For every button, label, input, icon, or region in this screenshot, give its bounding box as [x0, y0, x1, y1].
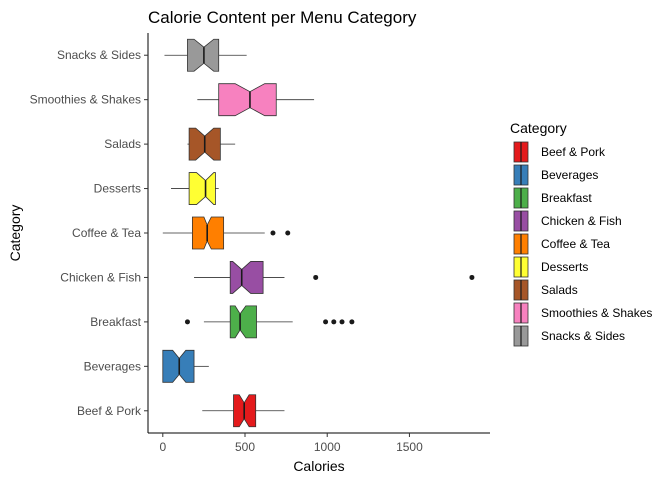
- y-tick-label: Breakfast: [90, 315, 141, 329]
- chart-title: Calorie Content per Menu Category: [148, 8, 417, 27]
- legend-title: Category: [510, 120, 567, 136]
- legend-item: Beverages: [513, 164, 598, 186]
- boxplot-snacks-sides: [164, 38, 247, 72]
- y-tick-label: Beef & Pork: [77, 404, 142, 418]
- y-tick-label: Chicken & Fish: [60, 270, 141, 284]
- y-tick-label: Smoothies & Shakes: [30, 93, 141, 107]
- legend-label: Chicken & Fish: [541, 214, 622, 228]
- x-tick-label: 1000: [314, 440, 341, 454]
- outlier-point: [323, 319, 329, 325]
- legend-label: Coffee & Tea: [541, 237, 610, 251]
- outlier-point: [285, 230, 291, 236]
- boxplot-salads: [187, 127, 236, 161]
- box: [191, 216, 225, 250]
- outlier-point: [184, 319, 190, 325]
- y-tick-label: Salads: [104, 137, 141, 151]
- legend-label: Desserts: [541, 260, 588, 274]
- legend-item: Salads: [513, 279, 578, 301]
- boxplot-beef-pork: [202, 394, 285, 428]
- box: [162, 349, 195, 383]
- outlier-point: [313, 274, 319, 280]
- legend-item: Snacks & Sides: [513, 325, 625, 347]
- legend-item: Desserts: [513, 256, 588, 278]
- y-tick-label: Coffee & Tea: [72, 226, 141, 240]
- x-tick-label: 1500: [396, 440, 423, 454]
- legend-item: Coffee & Tea: [513, 233, 610, 255]
- boxplot-chicken-fish: [194, 261, 475, 294]
- legend-label: Smoothies & Shakes: [541, 306, 652, 320]
- boxplot-coffee-tea: [162, 216, 291, 250]
- x-tick-label: 0: [159, 440, 166, 454]
- outlier-point: [331, 319, 337, 325]
- legend: Category Beef & Pork Beverages Breakfast Ch…: [510, 120, 652, 347]
- box: [187, 38, 220, 72]
- x-axis-ticks: 0 500 1000 1500: [159, 433, 423, 454]
- legend-item: Breakfast: [513, 187, 592, 209]
- y-tick-label: Snacks & Sides: [57, 48, 141, 62]
- outlier-point: [270, 230, 276, 236]
- legend-label: Breakfast: [541, 191, 592, 205]
- y-tick-label: Desserts: [94, 182, 141, 196]
- boxplot-desserts: [171, 172, 219, 205]
- legend-label: Snacks & Sides: [541, 329, 625, 343]
- plot-area: [162, 38, 475, 428]
- legend-item: Chicken & Fish: [513, 210, 622, 232]
- box: [229, 305, 257, 339]
- y-axis-ticks: Beef & Pork Beverages Breakfast Chicken & F…: [30, 48, 148, 418]
- y-tick-label: Beverages: [84, 359, 141, 373]
- legend-item: Beef & Pork: [513, 141, 606, 163]
- legend-label: Beverages: [541, 168, 598, 182]
- box: [218, 83, 277, 117]
- box: [188, 172, 216, 205]
- boxplot-smoothies-shakes: [197, 83, 315, 117]
- boxplot-breakfast: [184, 305, 355, 339]
- legend-label: Salads: [541, 283, 578, 297]
- x-tick-label: 500: [235, 440, 255, 454]
- boxplot-beverages: [162, 349, 209, 383]
- x-axis-title: Calories: [293, 458, 344, 474]
- outlier-point: [349, 319, 355, 325]
- box: [229, 261, 264, 294]
- outlier-point: [339, 319, 345, 325]
- y-axis-title: Category: [7, 205, 23, 262]
- outlier-point: [469, 274, 475, 280]
- legend-item: Smoothies & Shakes: [513, 302, 652, 324]
- legend-label: Beef & Pork: [541, 145, 606, 159]
